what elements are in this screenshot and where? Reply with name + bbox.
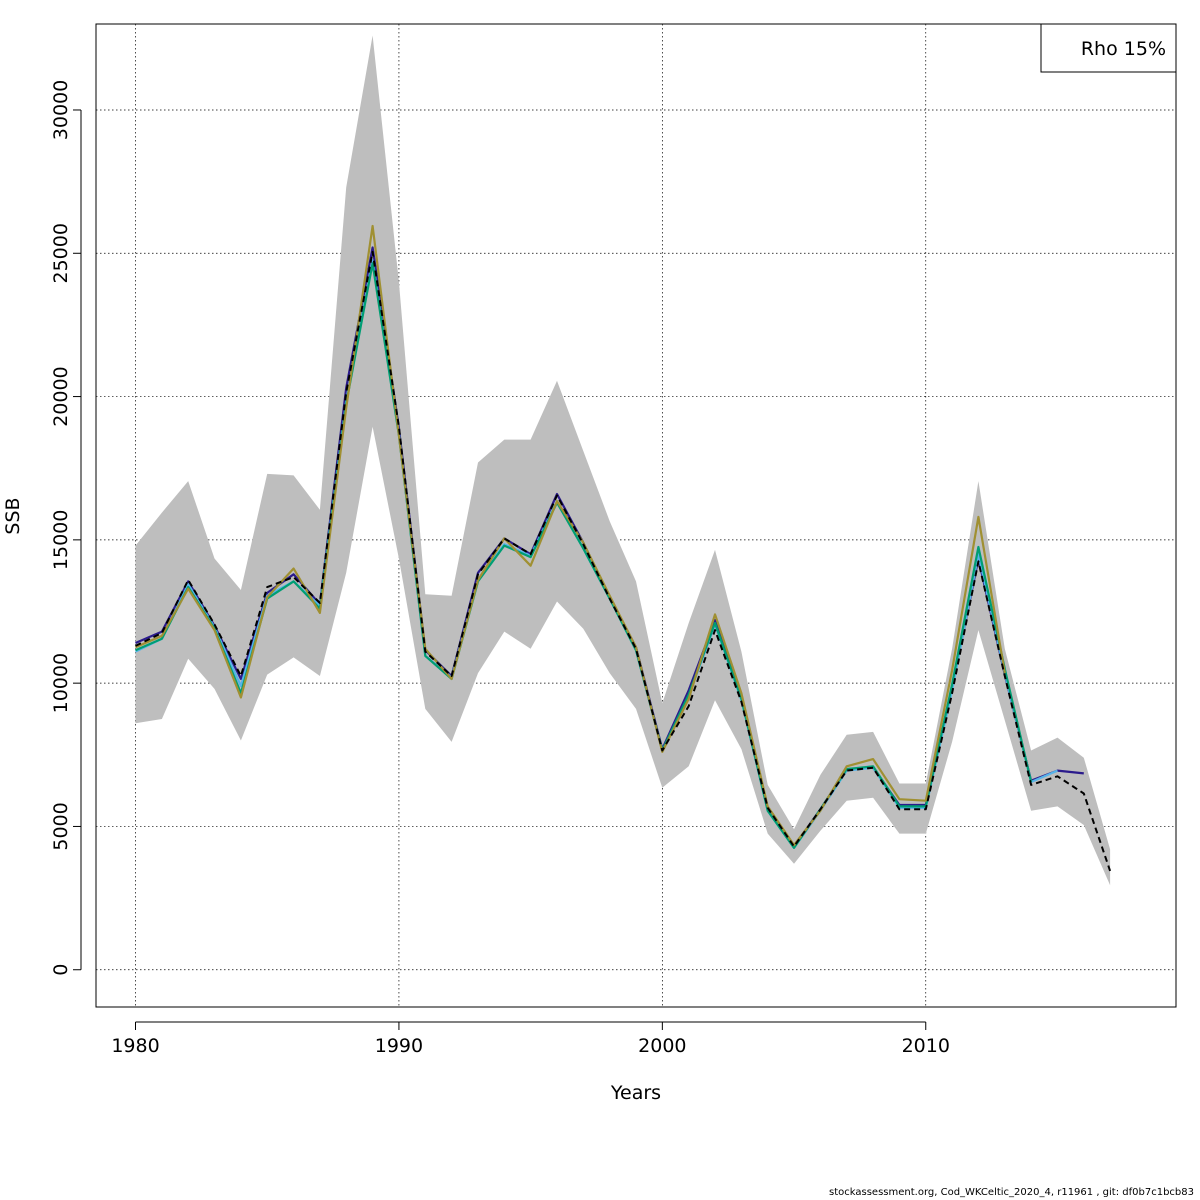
y-axis: 0 5000 10000 15000 20000 25000 30000 <box>50 80 82 976</box>
confidence-band <box>135 35 1111 886</box>
plot-frame <box>95 23 1177 1008</box>
y-tick-label: 30000 <box>50 80 72 140</box>
x-axis-label: Years <box>610 1082 661 1104</box>
x-tick-label: 2000 <box>638 1035 686 1057</box>
y-tick-label: 5000 <box>50 802 72 850</box>
series-line-3 <box>135 262 1033 850</box>
x-tick-label: 1980 <box>111 1035 159 1057</box>
x-tick-label: 2010 <box>902 1035 950 1057</box>
legend: Rho 15% <box>1040 23 1177 73</box>
y-tick-label: 10000 <box>50 653 72 713</box>
y-tick-label: 15000 <box>50 510 72 570</box>
y-axis-label: SSB <box>2 497 24 534</box>
legend-box <box>1040 23 1177 73</box>
series-layer <box>135 224 1112 872</box>
y-tick-label: 0 <box>50 964 72 976</box>
y-tick-label: 25000 <box>50 223 72 283</box>
y-tick-label: 20000 <box>50 366 72 426</box>
series-line-0 <box>135 250 1112 872</box>
x-axis: 1980 1990 2000 2010 <box>111 1021 950 1057</box>
footer-credit: stockassessment.org, Cod_WKCeltic_2020_4… <box>829 1187 1194 1198</box>
x-tick-label: 1990 <box>375 1035 423 1057</box>
legend-text: Rho 15% <box>1081 38 1166 60</box>
